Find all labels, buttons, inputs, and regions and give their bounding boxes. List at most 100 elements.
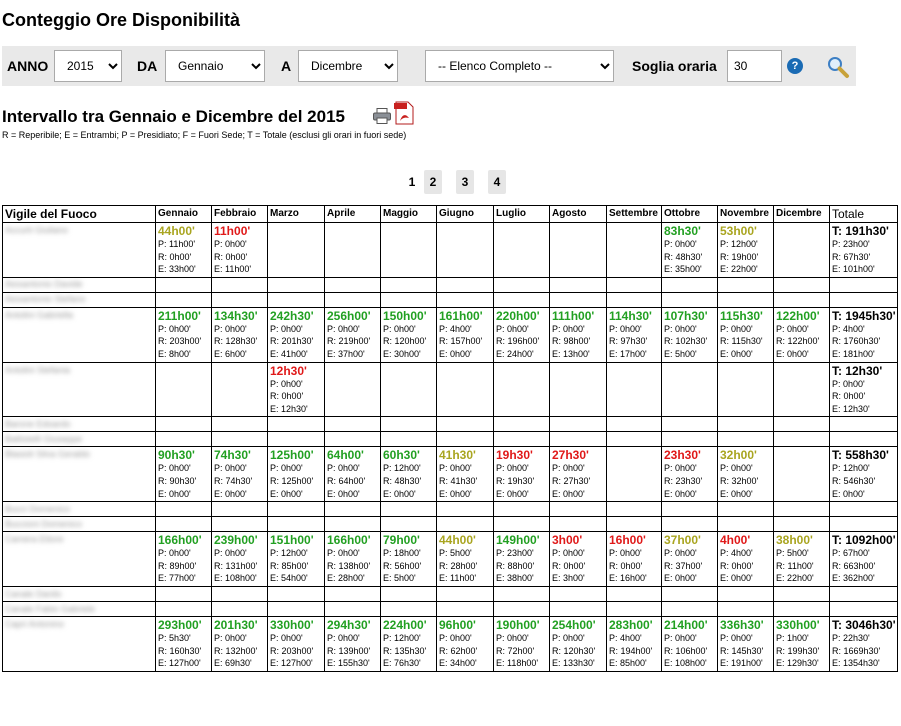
reperibile-hours: R: 145h30': [720, 645, 764, 656]
entrambi-hours: E: 28h00': [327, 573, 365, 584]
month-cell: [661, 361, 718, 418]
hours-total: 242h30': [270, 308, 314, 323]
entrambi-hours: E: 85h00': [609, 658, 647, 669]
reperibile-hours: R: 106h00': [664, 645, 708, 656]
reperibile-hours: R: 135h30': [383, 645, 427, 656]
da-label: DA: [137, 58, 158, 74]
month-cell: [606, 416, 662, 433]
hours-total: 111h00': [552, 308, 595, 323]
entrambi-hours: E: 11h00': [214, 264, 252, 275]
a-select[interactable]: Dicembre: [298, 50, 398, 82]
entrambi-hours: E: 22h00': [776, 573, 814, 584]
hours-total: 330h00': [270, 617, 314, 632]
entrambi-hours: E: 76h30': [383, 658, 421, 669]
firefighter-name: Bucci Domenico: [2, 501, 156, 518]
month-cell: [436, 291, 494, 308]
table-row: Canale Fabio Gabriele: [2, 600, 898, 617]
month-cell: [493, 416, 550, 433]
month-cell: 220h00' P: 0h00' R: 196h00' E: 24h00': [493, 306, 550, 363]
month-cell: 44h00' P: 11h00' R: 0h00' E: 33h00': [155, 222, 212, 278]
page-2-button[interactable]: 2: [424, 170, 442, 194]
presidiato-hours: P: 0h00': [552, 632, 585, 643]
month-cell: [155, 501, 212, 518]
elenco-select[interactable]: -- Elenco Completo --: [425, 50, 614, 82]
month-cell: 256h00' P: 0h00' R: 219h00' E: 37h00': [324, 306, 381, 363]
month-cell: 211h00' P: 0h00' R: 203h00' E: 8h00': [155, 306, 212, 363]
reperibile-hours: R: 85h00': [270, 560, 309, 571]
reperibile-hours: R: 41h30': [439, 475, 478, 486]
entrambi-hours: E: 54h00': [270, 573, 308, 584]
reperibile-hours: R: 27h30': [552, 475, 591, 486]
presidiato-hours: P: 0h00': [720, 463, 753, 474]
entrambi-hours: E: 133h30': [552, 658, 595, 669]
page-3-button[interactable]: 3: [456, 170, 474, 194]
month-cell: [606, 291, 662, 308]
month-cell: 23h30' P: 0h00' R: 23h30' E: 0h00': [661, 446, 718, 503]
soglia-input[interactable]: [727, 50, 782, 82]
presidiato-hours: P: 22h30': [832, 632, 870, 643]
print-icon[interactable]: [373, 108, 391, 124]
hours-total: 32h00': [720, 448, 757, 463]
reperibile-hours: R: 115h30': [720, 336, 763, 347]
month-cell: [211, 600, 268, 617]
search-icon[interactable]: [826, 55, 850, 79]
month-cell: [380, 585, 437, 602]
hours-total: 90h30': [158, 448, 195, 463]
month-cell: 115h30' P: 0h00' R: 115h30' E: 0h00': [717, 306, 774, 363]
da-select[interactable]: Gennaio: [165, 50, 265, 82]
hours-table: Vigile del Fuoco Gennaio Febbraio Marzo Apri…: [2, 205, 898, 672]
hours-total: 3h00': [552, 533, 583, 548]
presidiato-hours: P: 0h00': [327, 548, 360, 559]
reperibile-hours: R: 203h00': [158, 336, 202, 347]
hours-total: 11h00': [214, 224, 251, 238]
month-cell: [211, 361, 268, 418]
month-cell: 149h00' P: 23h00' R: 88h00' E: 38h00': [493, 531, 550, 587]
presidiato-hours: P: 4h00': [720, 548, 753, 559]
month-cell: [436, 585, 494, 602]
entrambi-hours: E: 101h00': [832, 264, 875, 275]
month-cell: [380, 516, 437, 533]
hours-total: 190h00': [496, 617, 540, 632]
reperibile-hours: R: 219h00': [327, 336, 371, 347]
table-row: Aiosantonio Stefano: [2, 291, 898, 308]
firefighter-name: Capri Antonino: [2, 615, 156, 672]
help-icon[interactable]: ?: [787, 58, 803, 74]
page-4-button[interactable]: 4: [488, 170, 506, 194]
presidiato-hours: P: 0h00': [552, 548, 585, 559]
month-cell: [155, 361, 212, 418]
hours-total: 107h30': [664, 308, 708, 323]
month-cell: 79h00' P: 18h00' R: 56h00' E: 5h00': [380, 531, 437, 587]
reperibile-hours: R: 0h00': [552, 560, 586, 571]
presidiato-hours: P: 12h00': [383, 463, 421, 474]
total-cell: [829, 291, 898, 308]
reperibile-hours: R: 120h00': [383, 336, 427, 347]
month-cell: [661, 416, 718, 433]
anno-select[interactable]: 2015: [54, 50, 122, 82]
month-cell: 38h00' P: 5h00' R: 11h00' E: 22h00': [773, 531, 830, 587]
total-cell: [829, 416, 898, 433]
month-cell: [549, 416, 607, 433]
pdf-icon[interactable]: [394, 101, 414, 125]
month-cell: [549, 501, 607, 518]
hours-total: 161h00': [439, 308, 483, 323]
presidiato-hours: P: 4h00': [439, 323, 472, 334]
month-cell: [493, 501, 550, 518]
month-cell: 125h00' P: 0h00' R: 125h00' E: 0h00': [267, 446, 325, 503]
month-cell: [549, 291, 607, 308]
hours-total: 224h00': [383, 617, 427, 632]
month-cell: [211, 291, 268, 308]
month-cell: 83h30' P: 0h00' R: 48h30' E: 35h00': [661, 222, 718, 278]
hours-total: 283h00': [609, 617, 653, 632]
firefighter-name: Antolini Stefania: [2, 361, 156, 418]
entrambi-hours: E: 0h00': [552, 488, 585, 499]
entrambi-hours: E: 129h30': [776, 658, 819, 669]
month-cell: [493, 276, 550, 293]
reperibile-hours: R: 131h00': [214, 560, 258, 571]
entrambi-hours: E: 0h00': [439, 348, 472, 359]
hours-total: 150h00': [383, 308, 427, 323]
total-cell: T: 558h30' P: 12h00' R: 546h30' E: 0h00': [829, 446, 898, 503]
hours-total: 166h00': [158, 533, 202, 548]
presidiato-hours: P: 0h00': [383, 323, 416, 334]
month-cell: [549, 516, 607, 533]
entrambi-hours: E: 155h30': [327, 658, 370, 669]
